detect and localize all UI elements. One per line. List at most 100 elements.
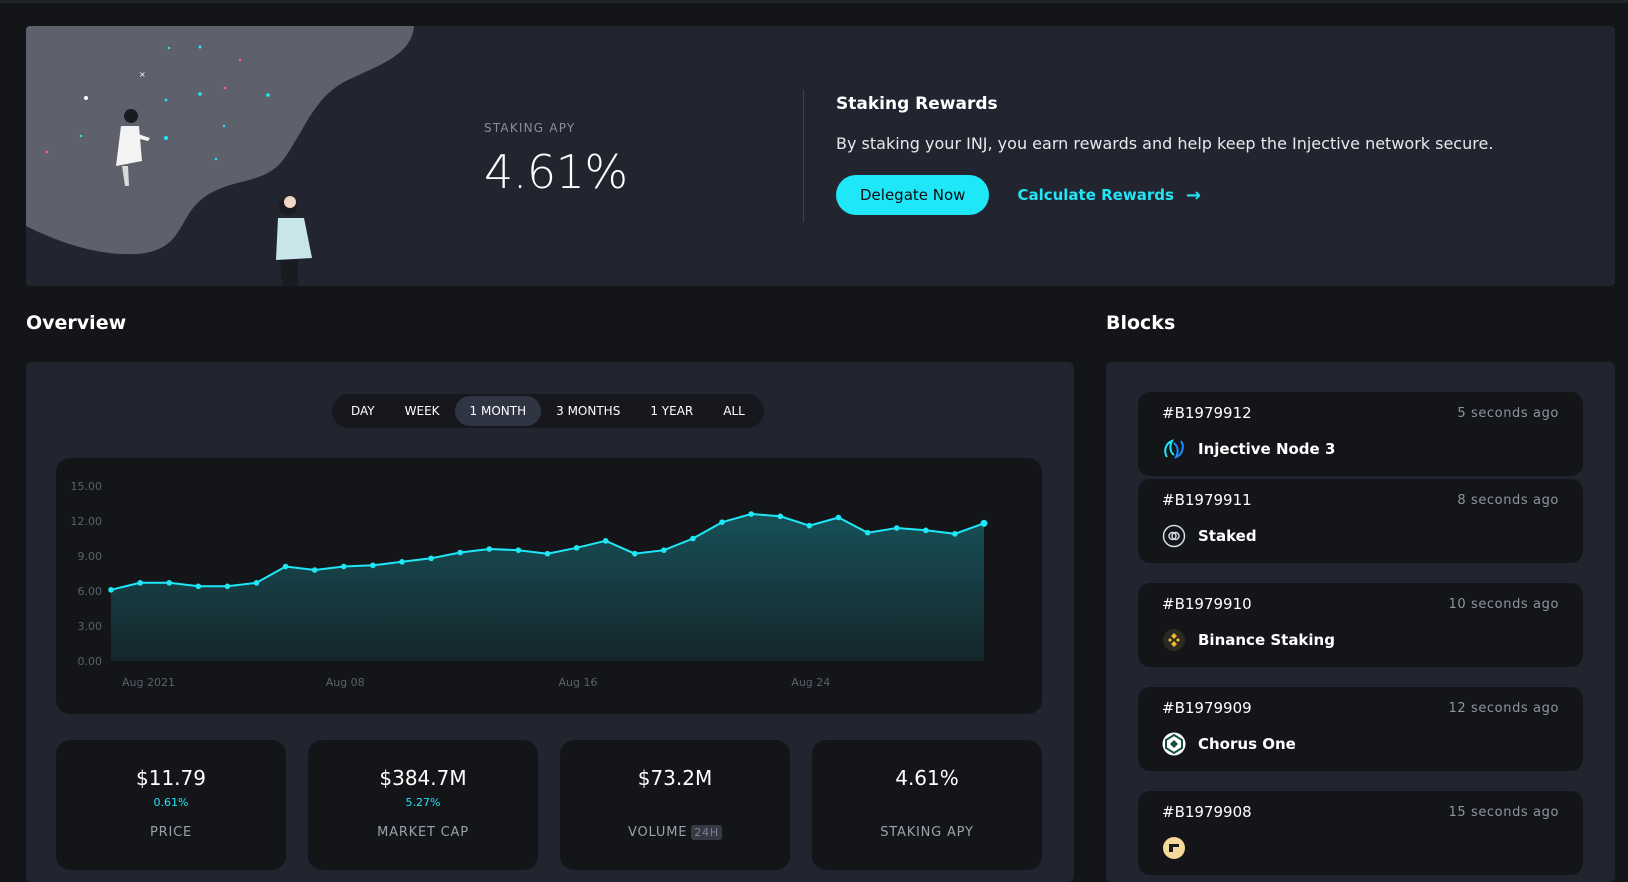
y-axis-tick-label: 15.00: [71, 480, 103, 493]
range-tab-week[interactable]: WEEK: [404, 404, 440, 418]
block-time: 5 seconds ago: [1457, 405, 1559, 421]
chart-data-point[interactable]: [399, 559, 405, 565]
calculate-rewards-link[interactable]: Calculate Rewards →: [1017, 185, 1201, 206]
x-axis-tick-label: Aug 2021: [122, 676, 175, 689]
chart-data-point[interactable]: [632, 550, 638, 557]
price-value: $11.79: [136, 766, 206, 790]
chart-data-point[interactable]: [864, 529, 871, 536]
volume-period-badge: 24H: [691, 825, 722, 840]
block-number: #B1979909: [1162, 699, 1252, 717]
y-axis-tick-label: 3.00: [78, 620, 103, 633]
chart-data-point[interactable]: [748, 511, 754, 517]
staking-hero-banner: × STAKING APY 4.61% Staking Rewards By s…: [26, 26, 1615, 286]
price-change: 0.61%: [153, 796, 189, 809]
chart-data-point[interactable]: [835, 514, 842, 521]
staking-apy-stat-value: 4.61%: [895, 766, 959, 790]
range-tab-all[interactable]: ALL: [723, 404, 745, 418]
range-tab-3-months[interactable]: 3 MONTHS: [556, 404, 621, 418]
window-top-border: [0, 0, 1628, 3]
price-chart: 15.00 12.00 9.00 6.00 3.00 0.00 Aug 2021 Aug 0…: [56, 458, 1042, 714]
chart-data-point[interactable]: [952, 531, 958, 537]
x-axis-tick-label: Aug 24: [791, 676, 830, 689]
injective-icon: [1164, 439, 1184, 459]
chart-data-point[interactable]: [370, 562, 376, 569]
stat-card-staking-apy: 4.61% STAKING APY: [812, 740, 1042, 870]
block-time: 10 seconds ago: [1448, 596, 1559, 612]
staking-rewards-description: By staking your INJ, you earn rewards an…: [836, 134, 1494, 153]
arrow-right-icon: →: [1185, 184, 1201, 206]
volume-value: $73.2M: [637, 766, 713, 790]
chart-data-point[interactable]: [428, 555, 434, 562]
block-number: #B1979910: [1162, 595, 1252, 613]
block-item[interactable]: #B1979909 12 seconds ago Chorus One: [1138, 687, 1583, 771]
overview-card: DAY WEEK 1 MONTH 3 MONTHS 1 YEAR ALL 15.…: [26, 362, 1074, 882]
chart-data-point[interactable]: [544, 550, 551, 557]
chart-data-point[interactable]: [573, 545, 580, 551]
staking-apy-value: 4.61%: [484, 145, 628, 199]
chart-data-point[interactable]: [777, 513, 784, 520]
staking-apy-label: STAKING APY: [484, 121, 576, 135]
block-number: #B1979908: [1162, 803, 1252, 821]
chart-data-point[interactable]: [311, 567, 318, 573]
market-cap-change: 5.27%: [405, 796, 441, 809]
block-number: #B1979912: [1162, 404, 1252, 422]
volume-change: [560, 796, 790, 809]
y-axis-tick-label: 0.00: [78, 655, 103, 668]
hero-divider: [803, 90, 804, 222]
y-axis-tick-label: 9.00: [78, 550, 103, 563]
block-number: #B1979911: [1162, 491, 1252, 509]
range-tab-day[interactable]: DAY: [351, 404, 375, 418]
range-tab-1-month[interactable]: 1 MONTH: [454, 396, 542, 426]
chart-data-point[interactable]: [224, 583, 231, 590]
price-label: PRICE: [150, 825, 192, 840]
chart-data-point[interactable]: [515, 547, 522, 553]
staking-apy-stat-change: [812, 796, 1042, 809]
chorus-one-icon: [1162, 732, 1186, 756]
market-cap-value: $384.7M: [379, 766, 467, 790]
stat-card-price: $11.79 0.61% PRICE: [56, 740, 286, 870]
y-axis-tick-label: 6.00: [78, 585, 103, 598]
market-cap-label: MARKET CAP: [377, 825, 469, 840]
stat-card-market-cap: $384.7M 5.27% MARKET CAP: [308, 740, 538, 870]
chart-area-fill: [111, 514, 984, 661]
block-time: 12 seconds ago: [1448, 700, 1559, 716]
validator-name: Binance Staking: [1198, 631, 1335, 649]
calculate-rewards-label: Calculate Rewards: [1017, 186, 1174, 204]
blocks-card: #B1979912 5 seconds ago Injective Node 3…: [1106, 362, 1615, 882]
staking-rewards-panel: Staking Rewards By staking your INJ, you…: [836, 94, 1596, 215]
chart-data-point[interactable]: [137, 580, 143, 586]
chart-data-point[interactable]: [806, 522, 813, 529]
chart-data-point[interactable]: [690, 535, 696, 542]
staking-apy-summary: STAKING APY 4.61%: [484, 121, 628, 199]
volume-label-row: VOLUME 24H: [560, 825, 790, 840]
chart-data-point[interactable]: [719, 519, 725, 525]
chart-data-point[interactable]: [457, 549, 464, 556]
block-time: 15 seconds ago: [1448, 804, 1559, 820]
staking-apy-stat-label: STAKING APY: [880, 825, 974, 840]
block-item[interactable]: #B1979912 5 seconds ago Injective Node 3: [1138, 392, 1583, 476]
overview-title: Overview: [26, 312, 127, 334]
chart-data-point[interactable]: [282, 563, 289, 570]
stat-card-volume: $73.2M VOLUME 24H: [560, 740, 790, 870]
chart-data-point[interactable]: [195, 583, 202, 590]
chart-data-point[interactable]: [253, 580, 260, 586]
chart-data-point[interactable]: [108, 587, 114, 593]
svg-text:×: ×: [139, 70, 146, 79]
validator-name: Injective Node 3: [1198, 440, 1336, 458]
hero-illustration: ×: [26, 26, 414, 286]
block-item[interactable]: #B1979908 15 seconds ago: [1138, 791, 1583, 875]
chart-data-point[interactable]: [661, 547, 667, 553]
chart-data-point[interactable]: [341, 563, 347, 570]
delegate-now-button[interactable]: Delegate Now: [836, 175, 990, 215]
range-tab-1-year[interactable]: 1 YEAR: [650, 404, 694, 418]
block-item[interactable]: #B1979911 8 seconds ago Staked: [1138, 479, 1583, 563]
chart-data-point[interactable]: [166, 580, 172, 586]
chart-data-point[interactable]: [602, 538, 609, 544]
chart-data-point[interactable]: [486, 546, 493, 552]
chart-data-point[interactable]: [980, 519, 988, 527]
validator-name: Chorus One: [1198, 735, 1296, 753]
chart-data-point[interactable]: [893, 525, 900, 531]
chart-data-point[interactable]: [923, 527, 929, 534]
stats-row: $11.79 0.61% PRICE $384.7M 5.27% MARKET …: [56, 740, 1042, 870]
block-item[interactable]: #B1979910 10 seconds ago Binance Staking: [1138, 583, 1583, 667]
